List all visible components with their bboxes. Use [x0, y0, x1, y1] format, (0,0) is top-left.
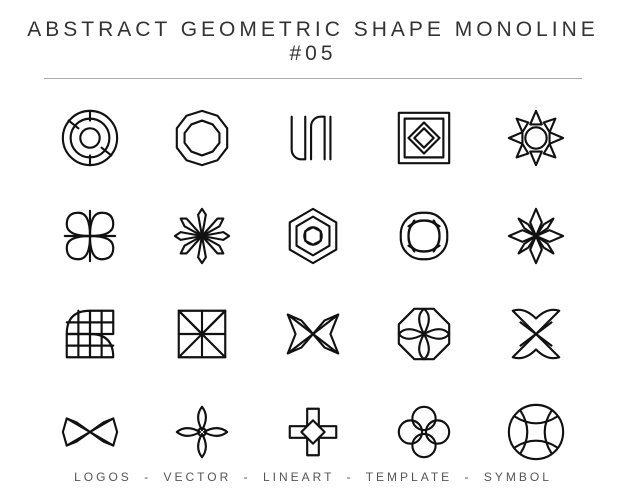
footer: LOGOS - VECTOR - LINEART - TEMPLATE - SY… — [0, 470, 626, 484]
octagon-petal-icon — [389, 299, 459, 369]
four-petal-shield-icon — [167, 397, 237, 467]
leaf-quad-lines-icon — [55, 299, 125, 369]
footer-item: TEMPLATE — [366, 470, 452, 484]
monogram-un-icon — [278, 103, 348, 173]
plus-diamond-petal-icon — [278, 397, 348, 467]
footer-item: LOGOS — [74, 470, 132, 484]
page-title: ABSTRACT GEOMETRIC SHAPE MONOLINE #05 — [0, 18, 626, 66]
footer-item: SYMBOL — [484, 470, 552, 484]
rounded-knot-square-icon — [389, 201, 459, 271]
circle-arc-bands-icon — [501, 397, 571, 467]
footer-sep: - — [465, 470, 472, 484]
concentric-slash-circle-icon — [55, 103, 125, 173]
footer-item: VECTOR — [164, 470, 232, 484]
bowtie-facets-icon — [55, 397, 125, 467]
hex-ring-flower-icon — [278, 201, 348, 271]
footer-item: LINEART — [263, 470, 334, 484]
footer-sep: - — [347, 470, 354, 484]
footer-sep: - — [244, 470, 251, 484]
eight-petal-leaf-icon — [55, 201, 125, 271]
square-triangle-tile-icon — [167, 299, 237, 369]
eight-star-flower-icon — [167, 201, 237, 271]
eight-kite-star-icon — [501, 201, 571, 271]
butterfly-facets-icon — [278, 299, 348, 369]
sun-petal-circle-icon — [501, 103, 571, 173]
icon-grid — [44, 103, 582, 467]
quatrefoil-rings-icon — [389, 397, 459, 467]
divider-top — [44, 78, 582, 79]
footer-sep: - — [144, 470, 151, 484]
cross-leaf-quad-icon — [501, 299, 571, 369]
decagon-ring-icon — [167, 103, 237, 173]
header: ABSTRACT GEOMETRIC SHAPE MONOLINE #05 — [0, 0, 626, 78]
square-diamond-frame-icon — [389, 103, 459, 173]
